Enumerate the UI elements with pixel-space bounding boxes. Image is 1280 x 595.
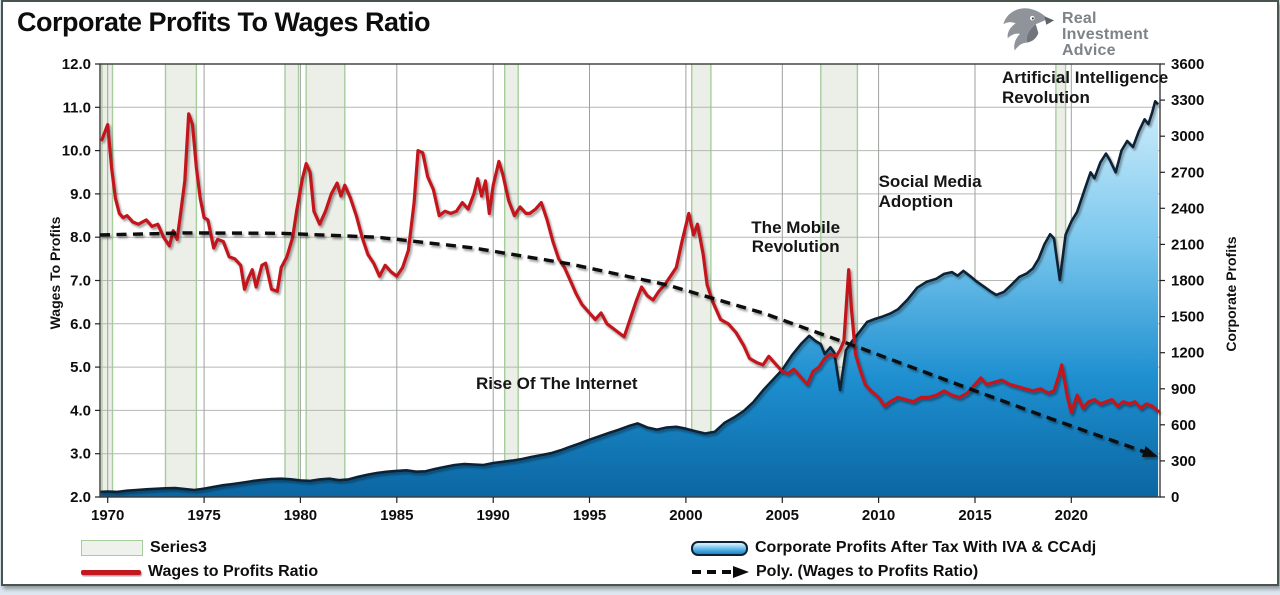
x-tick-label: 2015 [958, 507, 991, 524]
blue-area-swatch [691, 540, 748, 556]
legend-label-series3: Series3 [150, 539, 207, 556]
y-left-tick-label: 8.0 [70, 229, 91, 246]
annotation-ai-revolution: Artificial Intelligence Revolution [1002, 68, 1169, 108]
x-tick-label: 1975 [187, 507, 220, 524]
legend-label-poly-trend: Poly. (Wages to Profits Ratio) [756, 563, 979, 580]
y-right-tick-label: 900 [1171, 381, 1196, 398]
y-right-tick-label: 3300 [1171, 92, 1204, 109]
y-right-tick-label: 0 [1171, 489, 1179, 506]
x-tick-label: 1985 [380, 507, 413, 524]
ria-eagle-logo-icon [1003, 8, 1055, 51]
chart-title: Corporate Profits To Wages Ratio [17, 7, 431, 37]
legend-label-corporate-profits: Corporate Profits After Tax With IVA & C… [755, 539, 1097, 556]
wages-to-profits-line [100, 112, 1160, 415]
y-left-tick-label: 4.0 [70, 402, 91, 419]
y-left-tick-label: 12.0 [62, 56, 91, 73]
plot-area: 2.0 3.0 4.0 5.0 6.0 7.0 8.0 9.0 10.0 11.0 12.0 0 300… [62, 56, 1205, 524]
legend-item-series3: Series3 [81, 538, 207, 558]
y-right-tick-label: 1800 [1171, 273, 1204, 290]
y-left-tick-label: 10.0 [62, 143, 91, 160]
x-tick-label: 1995 [573, 507, 606, 524]
x-tick-label: 2010 [862, 507, 895, 524]
annotation-social-media-adoption: Social Media Adoption [878, 172, 982, 212]
x-tick-label: 2000 [669, 507, 702, 524]
y-right-tick-label: 1500 [1171, 309, 1204, 326]
corporate-profits-outline [99, 100, 1160, 494]
legend-label-wages-ratio: Wages to Profits Ratio [148, 563, 319, 580]
y-left-tick-label: 7.0 [70, 273, 91, 290]
y-left-tick-label: 3.0 [70, 446, 91, 463]
x-tick-label: 1970 [91, 507, 124, 524]
y-left-tick-label: 2.0 [70, 489, 91, 506]
y-right-tick-label: 3000 [1171, 128, 1204, 145]
x-tick-label: 1990 [477, 507, 510, 524]
corporate-profits-area [100, 101, 1159, 498]
y-left-tick-label: 9.0 [70, 186, 91, 203]
axis-ticks-and-labels: 2.0 3.0 4.0 5.0 6.0 7.0 8.0 9.0 10.0 11.0 12.0 0 300… [62, 56, 1205, 524]
y-right-tick-label: 300 [1171, 453, 1196, 470]
y-right-tick-label: 2700 [1171, 164, 1204, 181]
brand-logo: Real Investment Advice [996, 5, 1148, 61]
y-right-tick-label: 1200 [1171, 345, 1204, 362]
y-left-tick-label: 11.0 [63, 99, 91, 116]
annotation-rise-of-the-internet: Rise Of The Internet [476, 373, 638, 393]
poly-trend [99, 231, 1158, 457]
dashed-arrow-swatch [692, 566, 749, 578]
legend-item-corporate-profits: Corporate Profits After Tax With IVA & C… [691, 538, 1096, 558]
y-right-tick-label: 2400 [1171, 200, 1204, 217]
legend-item-poly-trend: Poly. (Wages to Profits Ratio) [691, 562, 978, 582]
red-line-swatch [81, 569, 141, 575]
brand-logo-text: Real Investment Advice [1062, 10, 1149, 59]
legend-item-wages-ratio: Wages to Profits Ratio [81, 562, 318, 582]
y-left-tick-label: 5.0 [70, 359, 91, 376]
annotation-mobile-revolution: The Mobile Revolution [751, 217, 841, 257]
x-tick-label: 2020 [1055, 507, 1088, 524]
y-right-tick-label: 600 [1171, 417, 1196, 434]
x-tick-label: 2005 [766, 507, 799, 524]
y-right-tick-label: 3600 [1171, 56, 1204, 73]
x-tick-label: 1980 [284, 507, 317, 524]
y-right-tick-label: 2100 [1171, 236, 1204, 253]
y-left-tick-label: 6.0 [70, 316, 91, 333]
recession-band-swatch [81, 540, 143, 556]
